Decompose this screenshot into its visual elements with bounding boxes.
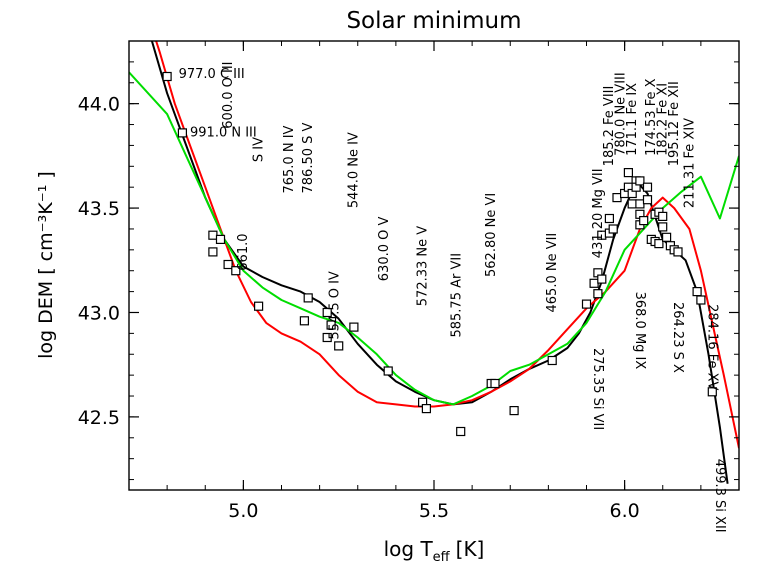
axes: 5.0 5.5 6.0 42.5 43.0 43.5 44.0 bbox=[78, 40, 740, 522]
line-label-20: 275.35 Si VII bbox=[590, 348, 605, 430]
y-tick-label-2: 43.5 bbox=[78, 198, 120, 220]
x-tick-label-0: 5.0 bbox=[228, 500, 258, 522]
data-point-20 bbox=[490, 378, 500, 389]
data-point-37 bbox=[627, 199, 637, 209]
data-point-43 bbox=[635, 176, 645, 186]
x-tick-label-2: 6.0 bbox=[610, 500, 640, 522]
line-label-17: 171.1 Fe IX bbox=[625, 83, 640, 156]
data-point-2 bbox=[208, 230, 218, 240]
line-label-11: 585.75 Ar VII bbox=[450, 253, 465, 338]
series-line-3 bbox=[129, 71, 739, 406]
y-axis-label: log DEM [ cm⁻³K⁻¹ ] bbox=[35, 171, 57, 359]
data-point-10 bbox=[322, 307, 332, 318]
line-label-25: 284.16 Fe XV bbox=[705, 304, 720, 390]
data-point-1 bbox=[177, 128, 187, 138]
line-label-3: S IV bbox=[251, 137, 266, 162]
line-label-18: 174.53 Fe X bbox=[644, 78, 659, 156]
line-label-21: 368.0 Mg IX bbox=[632, 292, 647, 370]
line-label-5: 765.0 N IV bbox=[282, 125, 297, 193]
data-point-4 bbox=[215, 234, 226, 244]
data-point-25 bbox=[593, 289, 603, 299]
data-point-54 bbox=[661, 232, 672, 242]
data-point-11 bbox=[322, 332, 332, 343]
data-point-14 bbox=[349, 322, 359, 332]
data-point-5 bbox=[223, 259, 233, 270]
data-point-17 bbox=[421, 404, 431, 414]
data-point-0 bbox=[162, 71, 172, 82]
line-label-26: 499.3 Si XII bbox=[712, 459, 727, 533]
data-point-40 bbox=[635, 199, 645, 209]
line-label-2: 600.0 O III bbox=[221, 61, 236, 128]
data-point-18 bbox=[456, 426, 466, 437]
data-point-51 bbox=[654, 239, 664, 249]
data-point-9 bbox=[303, 293, 313, 303]
data-point-60 bbox=[707, 387, 717, 397]
y-tick-label-1: 43.0 bbox=[78, 302, 120, 324]
y-tick-label-0: 42.5 bbox=[78, 407, 120, 429]
data-point-15 bbox=[383, 366, 393, 376]
markers bbox=[162, 71, 717, 437]
data-point-31 bbox=[608, 224, 618, 234]
data-point-58 bbox=[692, 287, 702, 297]
data-point-59 bbox=[696, 295, 706, 305]
line-label-7: 544.0 Ne IV bbox=[347, 132, 362, 208]
data-point-21 bbox=[509, 406, 519, 416]
data-point-32 bbox=[612, 193, 622, 203]
data-point-35 bbox=[623, 168, 634, 178]
chart-title: Solar minimum bbox=[346, 8, 521, 34]
data-point-27 bbox=[597, 274, 607, 284]
data-point-24 bbox=[589, 278, 599, 288]
line-label-14: 431.20 Mg VII bbox=[591, 168, 606, 258]
x-tick-label-1: 5.5 bbox=[419, 500, 449, 522]
data-point-53 bbox=[658, 222, 668, 232]
data-point-3 bbox=[208, 247, 218, 257]
line-label-16: 780.0 Ne VIII bbox=[614, 72, 629, 156]
line-label-22: 195.12 Fe XII bbox=[667, 81, 682, 166]
data-point-57 bbox=[673, 247, 683, 257]
y-tick-label-3: 44.0 bbox=[78, 94, 120, 116]
x-axis-label-main: log T bbox=[384, 537, 434, 561]
line-label-23: 264.23 S X bbox=[670, 302, 685, 373]
line-label-6: 786.50 S V bbox=[301, 122, 316, 193]
data-point-44 bbox=[639, 216, 649, 226]
data-point-7 bbox=[254, 301, 264, 311]
data-point-45 bbox=[642, 182, 653, 192]
line-label-1: 991.0 N III bbox=[190, 125, 257, 140]
data-point-52 bbox=[658, 211, 668, 221]
line-label-24: 211.31 Fe XIV bbox=[682, 118, 697, 208]
data-point-13 bbox=[334, 341, 344, 351]
line-label-13: 465.0 Ne VII bbox=[545, 233, 560, 313]
line-label-15: 185.2 Fe VIII bbox=[602, 86, 617, 167]
data-point-6 bbox=[231, 266, 241, 276]
data-point-8 bbox=[299, 316, 309, 326]
data-point-46 bbox=[642, 195, 653, 205]
x-axis-label-unit: [K] bbox=[456, 537, 485, 561]
x-axis-label: log Teff [K] bbox=[384, 537, 485, 565]
line-label-10: 572.33 Ne V bbox=[415, 226, 430, 306]
x-axis-label-sub: eff bbox=[433, 550, 451, 565]
data-point-30 bbox=[604, 213, 615, 224]
line-label-0: 977.0 C III bbox=[179, 67, 245, 82]
line-label-4: 661.0 bbox=[236, 233, 251, 270]
data-point-12 bbox=[326, 320, 336, 330]
line-label-12: 562.80 Ne VI bbox=[484, 193, 499, 277]
line-label-8: 554.5 O IV bbox=[328, 271, 343, 340]
line-label-19: 182.2 Fe XI bbox=[656, 83, 671, 156]
data-point-22 bbox=[547, 355, 557, 366]
data-point-23 bbox=[581, 299, 592, 309]
line-label-9: 630.0 O V bbox=[377, 216, 392, 281]
